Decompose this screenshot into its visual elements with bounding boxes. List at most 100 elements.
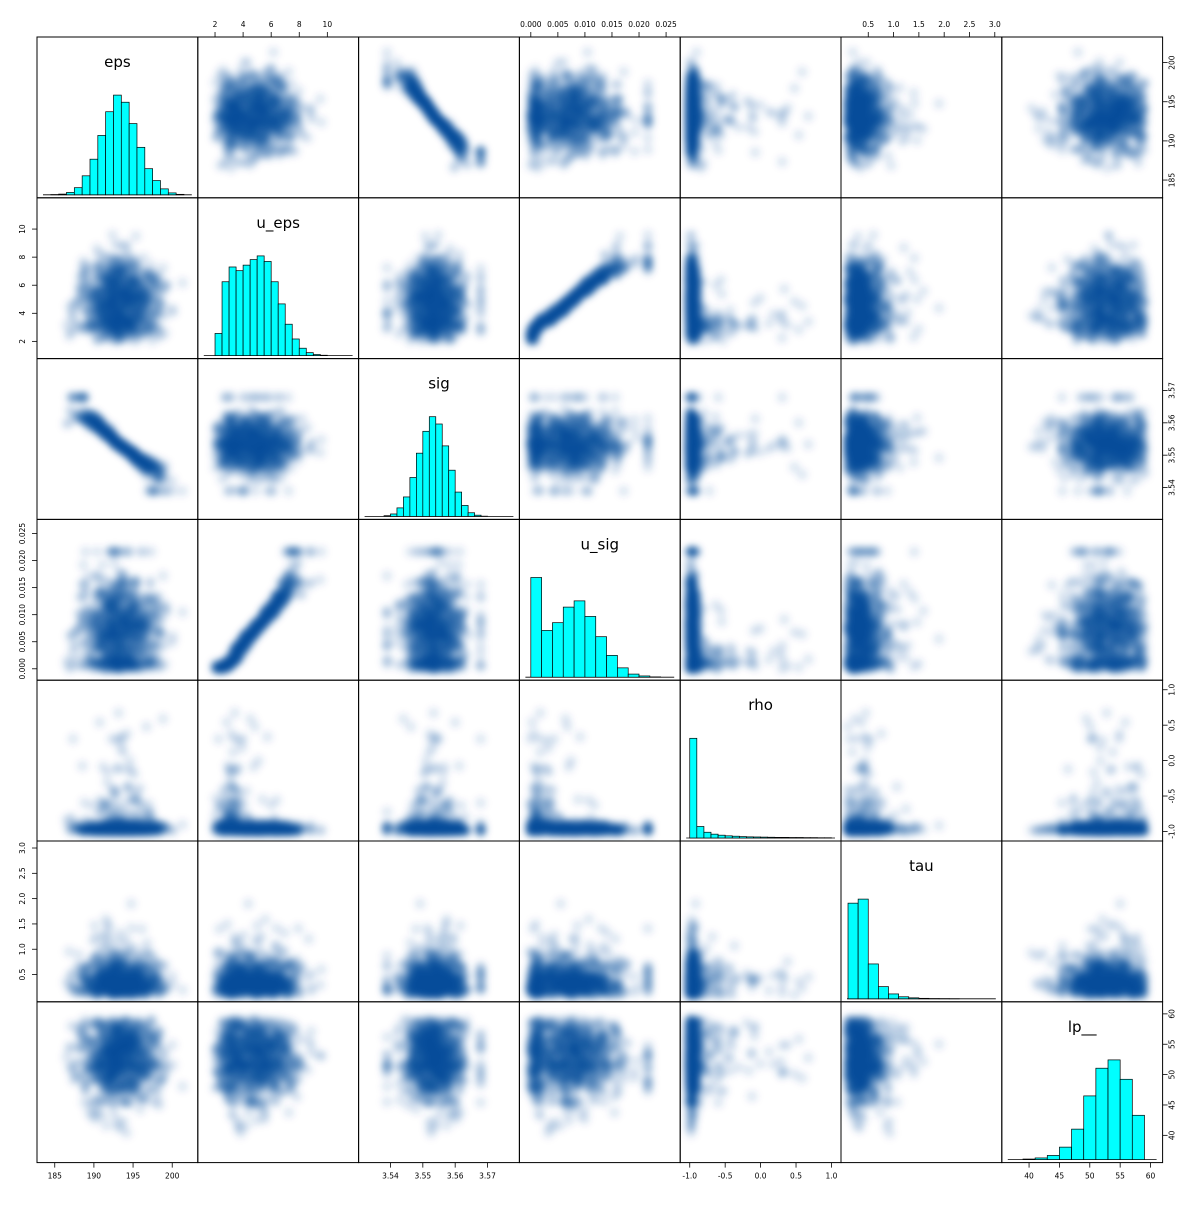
density-point [851, 102, 862, 113]
density-point [851, 115, 862, 126]
density-point [315, 93, 326, 104]
density-point [629, 127, 640, 138]
density-point [232, 115, 243, 126]
density-point [687, 160, 698, 171]
variable-label-eps: eps [104, 53, 131, 71]
density-point [557, 138, 568, 149]
density-layer [382, 47, 487, 174]
density-point [283, 66, 294, 77]
density-point [723, 115, 734, 126]
panel-eps-vs-eps: eps [37, 37, 198, 198]
histogram-bar [153, 181, 161, 195]
density-point [746, 112, 757, 123]
density-point [853, 124, 864, 135]
density-point [244, 108, 255, 119]
histogram-bar [168, 193, 176, 195]
histogram-bar [82, 176, 90, 195]
density-point [576, 124, 587, 135]
density-point [535, 74, 546, 85]
density-point [610, 79, 621, 90]
density-point [849, 77, 860, 88]
density-point [691, 47, 702, 58]
density-point [934, 98, 945, 109]
density-point [288, 97, 299, 108]
density-point [642, 144, 653, 155]
density-point [686, 124, 697, 135]
density-point [256, 146, 267, 157]
density-point [797, 66, 808, 77]
density-point [475, 146, 486, 157]
density-point [558, 57, 569, 68]
density-point [789, 83, 800, 94]
histogram-bar [160, 189, 168, 195]
density-point [280, 115, 291, 126]
density-point [701, 94, 712, 105]
panel-eps-vs-sig [359, 37, 520, 198]
density-point [272, 78, 283, 89]
density-point [777, 156, 788, 167]
density-point [803, 111, 814, 122]
density-point [237, 156, 248, 167]
density-point [560, 91, 571, 102]
density-point [534, 115, 545, 126]
density-point [581, 93, 592, 104]
density-point [908, 88, 919, 99]
density-point [543, 123, 554, 134]
density-layer [210, 47, 327, 174]
density-point [306, 102, 317, 113]
density-point [265, 62, 276, 73]
density-point [382, 74, 393, 85]
panel-eps-vs-u_sig [519, 37, 680, 198]
histogram-bar [129, 124, 137, 195]
density-point [525, 77, 536, 88]
density-point [912, 135, 923, 146]
density-point [582, 47, 593, 58]
density-point [210, 77, 221, 88]
density-point [254, 84, 265, 95]
density-point [270, 114, 281, 125]
density-point [779, 108, 790, 119]
density-point [382, 57, 393, 68]
density-point [868, 115, 879, 126]
histogram-bar [137, 147, 145, 194]
histogram-bar [145, 169, 153, 195]
density-point [258, 124, 269, 135]
histogram-bar [98, 135, 106, 194]
density-point [642, 132, 653, 143]
density-point [222, 121, 233, 132]
density-point [629, 146, 640, 157]
density-point [382, 47, 393, 58]
density-point [316, 117, 327, 128]
density-point [882, 150, 893, 161]
density-point [302, 132, 313, 143]
density-point [215, 160, 226, 171]
density-point [618, 66, 629, 77]
density-point [847, 91, 858, 102]
density-layer [843, 47, 945, 174]
density-point [793, 130, 804, 141]
histogram-bar [121, 102, 129, 195]
density-point [883, 129, 894, 140]
density-point [535, 102, 546, 113]
density-point [686, 74, 697, 85]
density-point [248, 70, 259, 81]
density-point [886, 160, 897, 171]
density-point [686, 57, 697, 68]
density-point [432, 115, 443, 126]
density-point [225, 151, 236, 162]
density-point [224, 74, 235, 85]
histogram-bar [90, 159, 98, 195]
histogram-bar [113, 95, 121, 195]
density-point [563, 70, 574, 81]
density-point [853, 57, 864, 68]
density-point [279, 104, 290, 115]
density-point [583, 62, 594, 73]
density-point [558, 108, 569, 119]
density-point [686, 91, 697, 102]
density-layer [525, 47, 653, 174]
density-point [711, 118, 722, 129]
density-point [726, 100, 737, 111]
density-point [1114, 57, 1125, 68]
density-point [743, 122, 754, 133]
panel-eps-vs-rho [680, 37, 841, 198]
